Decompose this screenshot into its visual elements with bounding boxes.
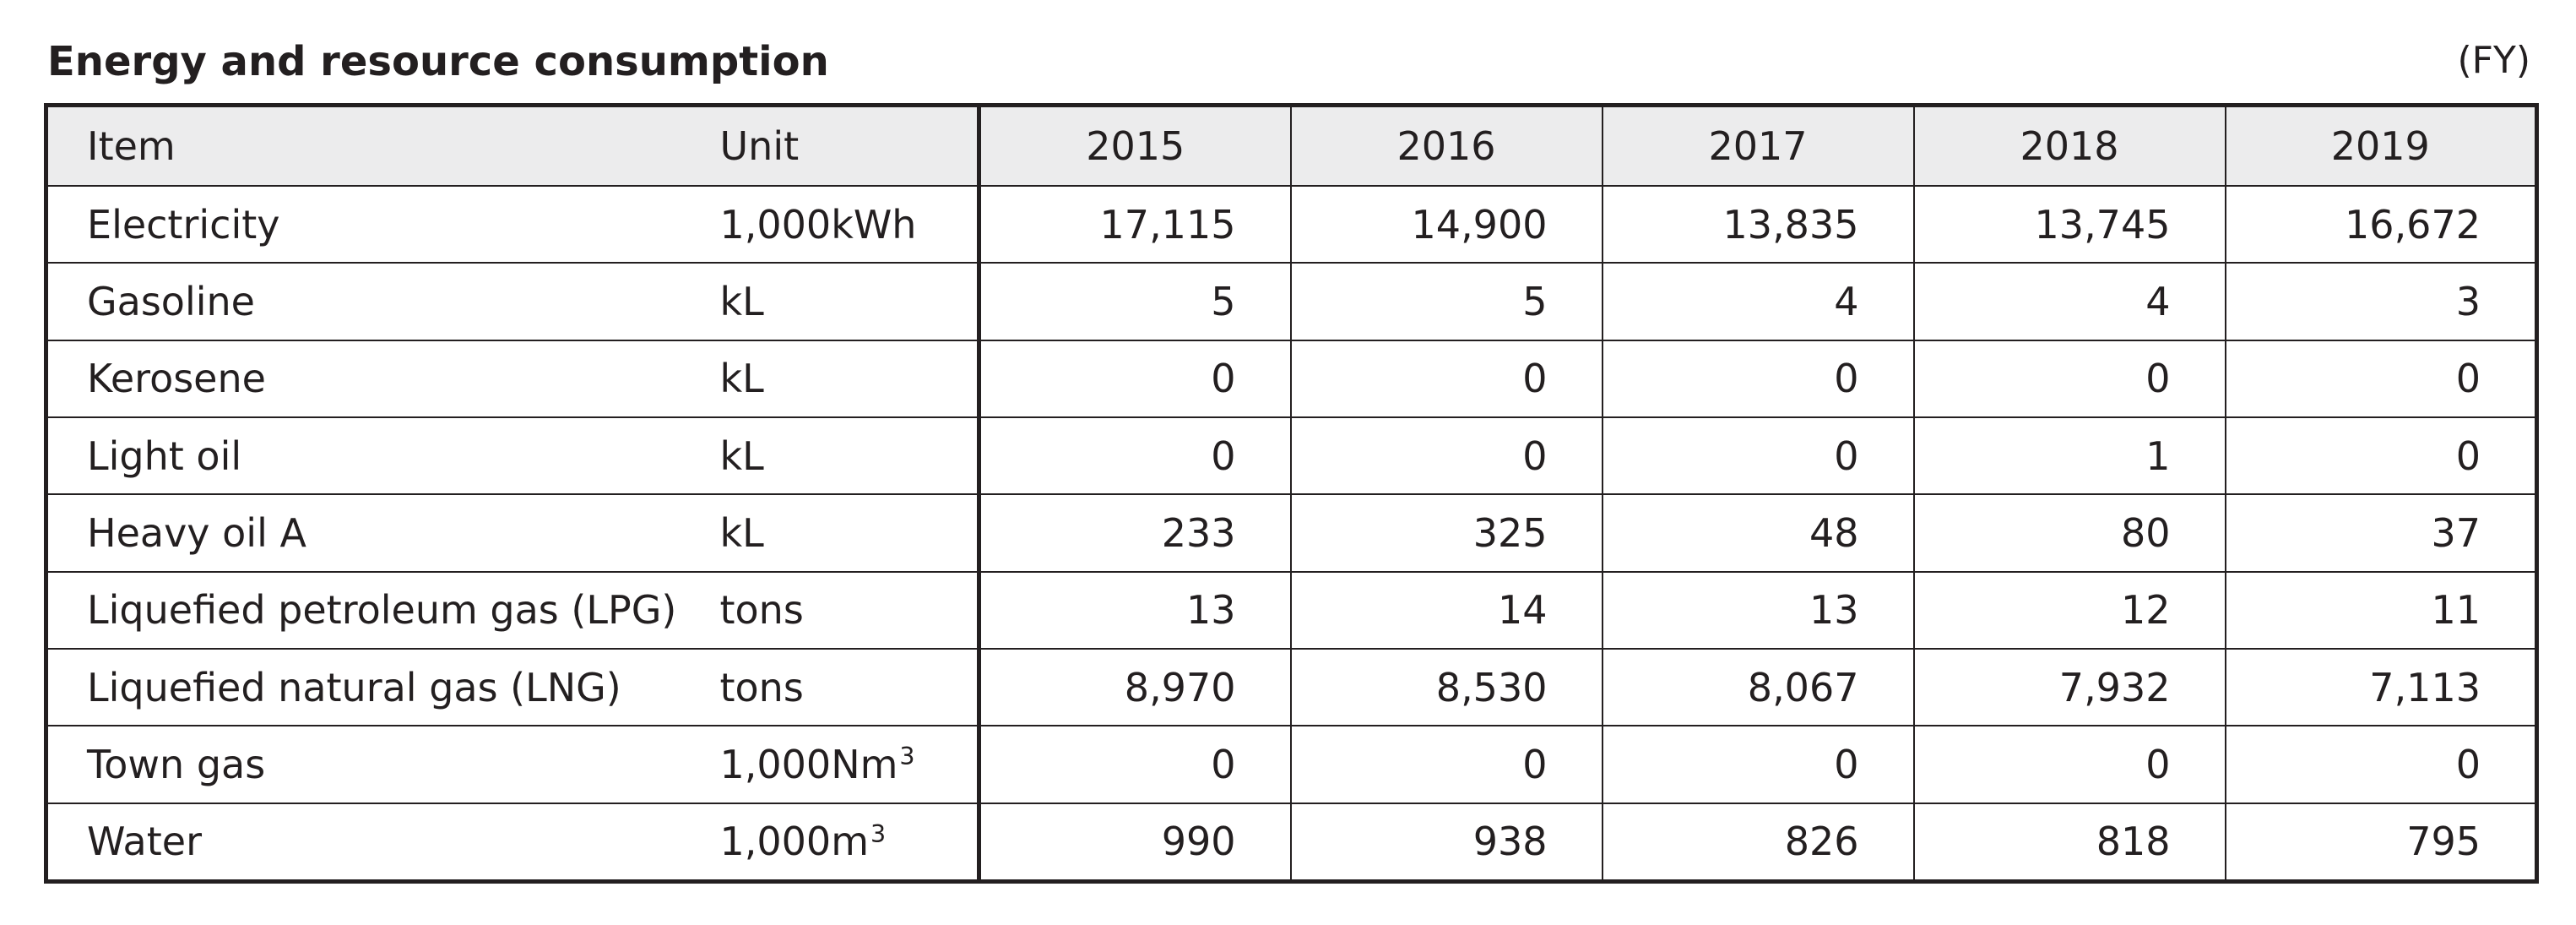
table-cell-value: 13,835 xyxy=(1601,184,1915,264)
table-cell-value: 13 xyxy=(1601,570,1915,650)
table-cell-value: 7,113 xyxy=(2224,647,2538,727)
table-cell-value: 8,067 xyxy=(1601,647,1915,727)
table-cell-value: 0 xyxy=(2224,725,2538,804)
row-item-label: Kerosene xyxy=(45,339,720,418)
table-cell-value: 826 xyxy=(1601,802,1915,883)
table-cell-value: 0 xyxy=(1601,416,1915,496)
table-cell-value: 0 xyxy=(2224,416,2538,496)
row-unit: 1,000kWh xyxy=(719,184,981,264)
page-title: Energy and resource consumption xyxy=(47,38,829,85)
column-header-year: 2017 xyxy=(1601,104,1915,187)
table-cell-value: 233 xyxy=(978,493,1292,573)
column-header-year: 2016 xyxy=(1289,104,1603,187)
table-cell-value: 13,745 xyxy=(1912,184,2226,264)
column-header-year: 2018 xyxy=(1912,104,2226,187)
row-unit: kL xyxy=(719,493,981,573)
table-cell-value: 14,900 xyxy=(1289,184,1603,264)
table-cell-value: 80 xyxy=(1912,493,2226,573)
table-row: Liquefied natural gas (LNG) tons 8,970 8… xyxy=(45,647,2538,727)
row-item-label: Heavy oil A xyxy=(45,493,720,573)
table-cell-value: 16,672 xyxy=(2224,184,2538,264)
row-unit-text: 1,000m xyxy=(719,819,870,865)
table-cell-value: 8,970 xyxy=(978,647,1292,727)
row-unit: kL xyxy=(719,262,981,341)
table-cell-value: 11 xyxy=(2224,570,2538,650)
table-cell-value: 818 xyxy=(1912,802,2226,883)
row-unit-text: tons xyxy=(719,664,804,710)
energy-consumption-table: Item Unit 2015 2016 2017 2018 2019 Elect… xyxy=(44,103,2539,884)
row-unit-exponent: 3 xyxy=(870,819,887,848)
table-cell-value: 5 xyxy=(1289,262,1603,341)
row-item-label: Liquefied natural gas (LNG) xyxy=(45,647,720,727)
table-row: Liquefied petroleum gas (LPG) tons 13 14… xyxy=(45,570,2538,650)
table-cell-value: 938 xyxy=(1289,802,1603,883)
row-unit-text: kL xyxy=(719,278,764,324)
table-cell-value: 4 xyxy=(1912,262,2226,341)
row-unit-text: 1,000Nm xyxy=(719,741,898,787)
table-cell-value: 48 xyxy=(1601,493,1915,573)
row-item-label: Liquefied petroleum gas (LPG) xyxy=(45,570,720,650)
table-cell-value: 0 xyxy=(2224,339,2538,418)
row-unit-text: 1,000kWh xyxy=(719,201,917,248)
table-cell-value: 325 xyxy=(1289,493,1603,573)
table-cell-value: 0 xyxy=(1289,725,1603,804)
row-unit-text: kL xyxy=(719,433,764,479)
table-cell-value: 13 xyxy=(978,570,1292,650)
table-cell-value: 17,115 xyxy=(978,184,1292,264)
table-row: Water 1,000m3 990 938 826 818 795 xyxy=(45,802,2538,883)
row-unit-text: kL xyxy=(719,356,764,402)
row-unit: 1,000Nm3 xyxy=(719,725,981,804)
table-cell-value: 5 xyxy=(978,262,1292,341)
column-header-year: 2019 xyxy=(2224,104,2538,187)
row-unit-text: kL xyxy=(719,509,764,556)
table-cell-value: 0 xyxy=(1601,725,1915,804)
row-item-label: Light oil xyxy=(45,416,720,496)
table-cell-value: 8,530 xyxy=(1289,647,1603,727)
table-cell-value: 0 xyxy=(1912,725,2226,804)
table-cell-value: 0 xyxy=(1912,339,2226,418)
row-unit: kL xyxy=(719,416,981,496)
table-row: Heavy oil A kL 233 325 48 80 37 xyxy=(45,493,2538,573)
row-unit: 1,000m3 xyxy=(719,802,981,883)
table-cell-value: 795 xyxy=(2224,802,2538,883)
row-unit-text: tons xyxy=(719,587,804,634)
row-unit-exponent: 3 xyxy=(899,743,915,771)
table-header-row: Item Unit 2015 2016 2017 2018 2019 xyxy=(45,104,2538,187)
table-row: Town gas 1,000Nm3 0 0 0 0 0 xyxy=(45,725,2538,804)
table-cell-value: 7,932 xyxy=(1912,647,2226,727)
table-cell-value: 1 xyxy=(1912,416,2226,496)
column-header-unit: Unit xyxy=(719,104,981,187)
row-item-label: Electricity xyxy=(45,184,720,264)
row-unit: tons xyxy=(719,570,981,650)
table-cell-value: 0 xyxy=(978,339,1292,418)
table-cell-value: 0 xyxy=(978,725,1292,804)
row-item-label: Town gas xyxy=(45,725,720,804)
row-item-label: Water xyxy=(45,802,720,883)
table-row: Gasoline kL 5 5 4 4 3 xyxy=(45,262,2538,341)
table-row: Electricity 1,000kWh 17,115 14,900 13,83… xyxy=(45,184,2538,264)
table-cell-value: 0 xyxy=(1289,339,1603,418)
row-item-label: Gasoline xyxy=(45,262,720,341)
column-header-year: 2015 xyxy=(978,104,1292,187)
table-cell-value: 3 xyxy=(2224,262,2538,341)
table-cell-value: 37 xyxy=(2224,493,2538,573)
table-cell-value: 4 xyxy=(1601,262,1915,341)
table-cell-value: 0 xyxy=(978,416,1292,496)
fiscal-year-note: (FY) xyxy=(2457,39,2530,82)
column-header-item: Item xyxy=(45,104,720,187)
row-unit: kL xyxy=(719,339,981,418)
table-cell-value: 0 xyxy=(1289,416,1603,496)
table-row: Kerosene kL 0 0 0 0 0 xyxy=(45,339,2538,418)
table-cell-value: 990 xyxy=(978,802,1292,883)
table-cell-value: 12 xyxy=(1912,570,2226,650)
table-row: Light oil kL 0 0 0 1 0 xyxy=(45,416,2538,496)
table-cell-value: 14 xyxy=(1289,570,1603,650)
table-cell-value: 0 xyxy=(1601,339,1915,418)
row-unit: tons xyxy=(719,647,981,727)
